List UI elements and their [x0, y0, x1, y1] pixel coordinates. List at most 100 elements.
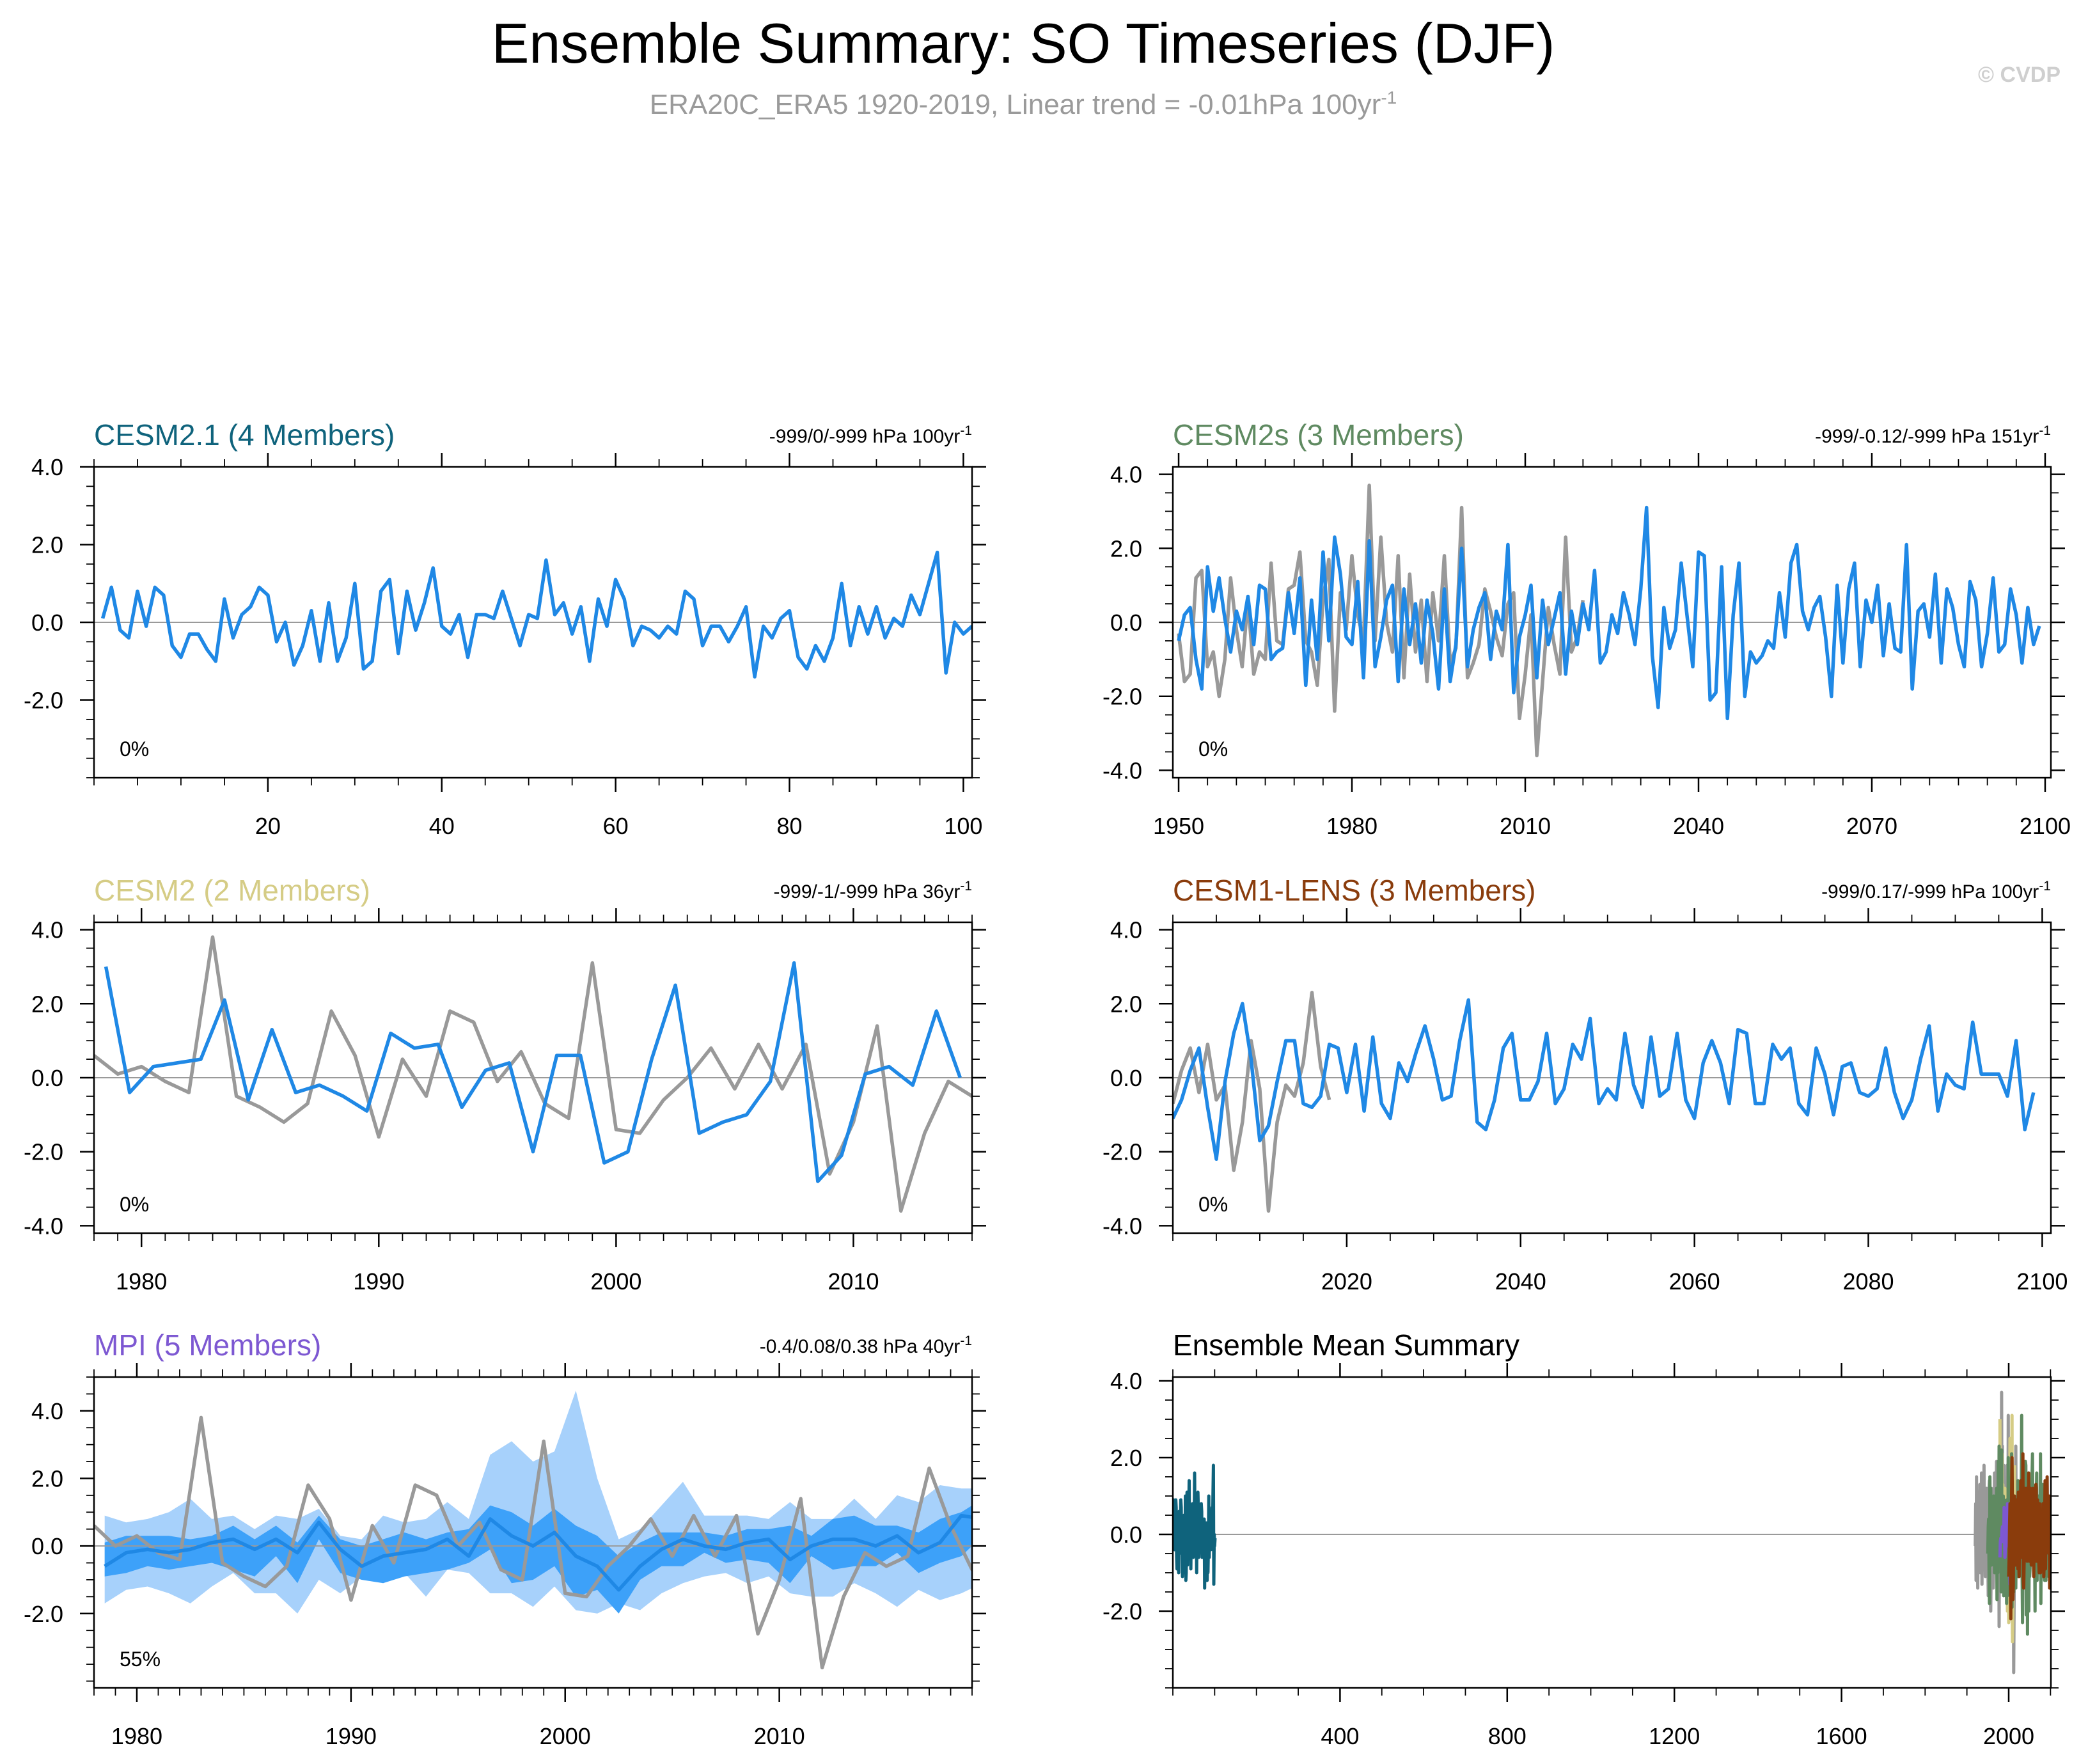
- panel-trend: -999/-0.12/-999 hPa 151yr-1: [1815, 423, 2051, 447]
- x-tick-label: 2010: [828, 1268, 879, 1295]
- series-line-ensemble: [104, 1513, 972, 1592]
- x-tick-label: 1980: [1326, 813, 1378, 839]
- series-line-ensemble: [1173, 998, 2036, 1162]
- panel-title: CESM1-LENS (3 Members): [1173, 874, 1535, 907]
- x-tick-label: 2040: [1673, 813, 1724, 839]
- y-tick-label: -2.0: [1103, 684, 1142, 710]
- plot-area: [1173, 1390, 2051, 1674]
- panel-trend: -999/0.17/-999 hPa 100yr-1: [1821, 879, 2051, 902]
- y-tick-label: 4.0: [31, 454, 63, 480]
- series-line-ensemble: [104, 961, 962, 1183]
- panel-trend-superscript: -1: [2039, 423, 2051, 438]
- panel-title: CESM2s (3 Members): [1173, 418, 1464, 452]
- panel-trend: -0.4/0.08/0.38 hPa 40yr-1: [760, 1334, 972, 1357]
- y-tick-label: 0.0: [1110, 1065, 1142, 1091]
- percent-label: 0%: [1198, 737, 1228, 760]
- y-tick-label: 0.0: [1110, 610, 1142, 636]
- x-tick-label: 60: [603, 813, 629, 839]
- panels-container: CESM2.1 (4 Members) -999/0/-999 hPa 100yr…: [24, 418, 2071, 1749]
- panel-mpi: MPI (5 Members) -0.4/0.08/0.38 hPa 40yr-1…: [24, 1328, 986, 1749]
- y-tick-label: 2.0: [31, 532, 63, 558]
- panel-summary: Ensemble Mean Summary 4.0 2.0 0.0 -2.0 400 800…: [1103, 1328, 2065, 1749]
- spread-band-outer: [104, 1390, 972, 1614]
- panel-trend-text: -0.4/0.08/0.38 hPa 40yr: [760, 1336, 961, 1357]
- y-tick-label: 0.0: [31, 1533, 63, 1559]
- y-tick-label: -2.0: [1103, 1598, 1142, 1625]
- x-tick-label: 2000: [590, 1268, 641, 1295]
- x-tick-label: 2010: [754, 1723, 805, 1749]
- series-line-observed: [94, 1415, 972, 1670]
- subtitle: ERA20C_ERA5 1920-2019, Linear trend = -0…: [650, 88, 1397, 120]
- y-tick-label: 0.0: [31, 1065, 63, 1091]
- main-title: Ensemble Summary: SO Timeseries (DJF): [492, 12, 1555, 75]
- y-tick-label: 4.0: [31, 1398, 63, 1424]
- y-tick-label: -2.0: [1103, 1139, 1142, 1165]
- y-tick-label: 4.0: [1110, 462, 1142, 488]
- panel-cesm2: CESM2 (2 Members) -999/-1/-999 hPa 36yr-1…: [24, 874, 986, 1295]
- subtitle-text: ERA20C_ERA5 1920-2019, Linear trend = -0…: [650, 89, 1381, 120]
- panel-cesm1lens: CESM1-LENS (3 Members) -999/0.17/-999 hPa…: [1103, 874, 2068, 1295]
- y-tick-label: -2.0: [24, 1601, 63, 1627]
- series-line-cesm1-lens: [2007, 1452, 2051, 1621]
- series-line-ensemble: [100, 550, 972, 679]
- x-tick-label: 400: [1321, 1723, 1359, 1749]
- x-tick-label: 1990: [353, 1268, 404, 1295]
- panel-trend-text: -999/0/-999 hPa 100yr: [769, 426, 961, 447]
- series-line-cesm2-1: [1173, 1463, 1217, 1590]
- x-tick-label: 40: [429, 813, 455, 839]
- x-tick-label: 1950: [1153, 813, 1204, 839]
- plot-area: [1173, 484, 2051, 758]
- x-tick-label: 2100: [2020, 813, 2071, 839]
- panel-trend-text: -999/0.17/-999 hPa 100yr: [1821, 881, 2039, 902]
- x-tick-label: 800: [1488, 1723, 1527, 1749]
- panel-trend: -999/-1/-999 hPa 36yr-1: [773, 879, 972, 902]
- y-tick-label: 4.0: [1110, 917, 1142, 943]
- plot-area: [94, 1390, 972, 1670]
- y-tick-label: 0.0: [1110, 1522, 1142, 1548]
- y-tick-label: 2.0: [31, 991, 63, 1017]
- panel-trend-superscript: -1: [2039, 879, 2051, 894]
- x-tick-label: 1600: [1816, 1723, 1867, 1749]
- panel-frame: [93, 1376, 973, 1689]
- x-tick-label: 1980: [111, 1723, 162, 1749]
- y-tick-label: 2.0: [31, 1465, 63, 1492]
- y-tick-label: -2.0: [24, 1139, 63, 1165]
- percent-label: 0%: [1198, 1193, 1228, 1216]
- x-tick-label: 2000: [540, 1723, 591, 1749]
- x-tick-label: 2080: [1842, 1268, 1894, 1295]
- y-tick-label: 2.0: [1110, 1445, 1142, 1471]
- panel-cesm21: CESM2.1 (4 Members) -999/0/-999 hPa 100yr…: [24, 418, 986, 839]
- plot-area: [1173, 991, 2051, 1213]
- subtitle-superscript: -1: [1381, 88, 1397, 107]
- panel-cesm2s: CESM2s (3 Members) -999/-0.12/-999 hPa 15…: [1103, 418, 2071, 839]
- panel-trend-text: -999/-0.12/-999 hPa 151yr: [1815, 426, 2039, 447]
- x-tick-label: 1200: [1649, 1723, 1700, 1749]
- x-tick-label: 1990: [326, 1723, 377, 1749]
- series-line-ensemble: [1177, 505, 2041, 721]
- panel-trend-text: -999/-1/-999 hPa 36yr: [773, 881, 960, 902]
- panel-trend-superscript: -1: [960, 1334, 972, 1348]
- series-line-observed: [1177, 484, 1585, 758]
- y-tick-label: -4.0: [1103, 757, 1142, 784]
- percent-label: 0%: [120, 1193, 149, 1216]
- series-line-observed: [1173, 991, 1331, 1213]
- y-tick-label: 4.0: [1110, 1368, 1142, 1394]
- plot-area: [94, 935, 972, 1213]
- x-tick-label: 2070: [1846, 813, 1897, 839]
- panel-title: Ensemble Mean Summary: [1173, 1328, 1519, 1362]
- y-tick-label: -4.0: [24, 1213, 63, 1239]
- y-tick-label: 2.0: [1110, 991, 1142, 1017]
- panel-frame: [1172, 1376, 2052, 1689]
- cvdp-watermark: © CVDP: [1978, 63, 2061, 87]
- y-tick-label: 4.0: [31, 917, 63, 943]
- x-tick-label: 1980: [116, 1268, 167, 1295]
- panel-title: CESM2 (2 Members): [94, 874, 370, 907]
- x-tick-label: 2040: [1495, 1268, 1546, 1295]
- percent-label: 0%: [120, 737, 149, 760]
- plot-area: [94, 550, 972, 679]
- panel-title: CESM2.1 (4 Members): [94, 418, 395, 452]
- x-tick-label: 2100: [2016, 1268, 2068, 1295]
- y-tick-label: 0.0: [31, 610, 63, 636]
- y-tick-label: 2.0: [1110, 535, 1142, 562]
